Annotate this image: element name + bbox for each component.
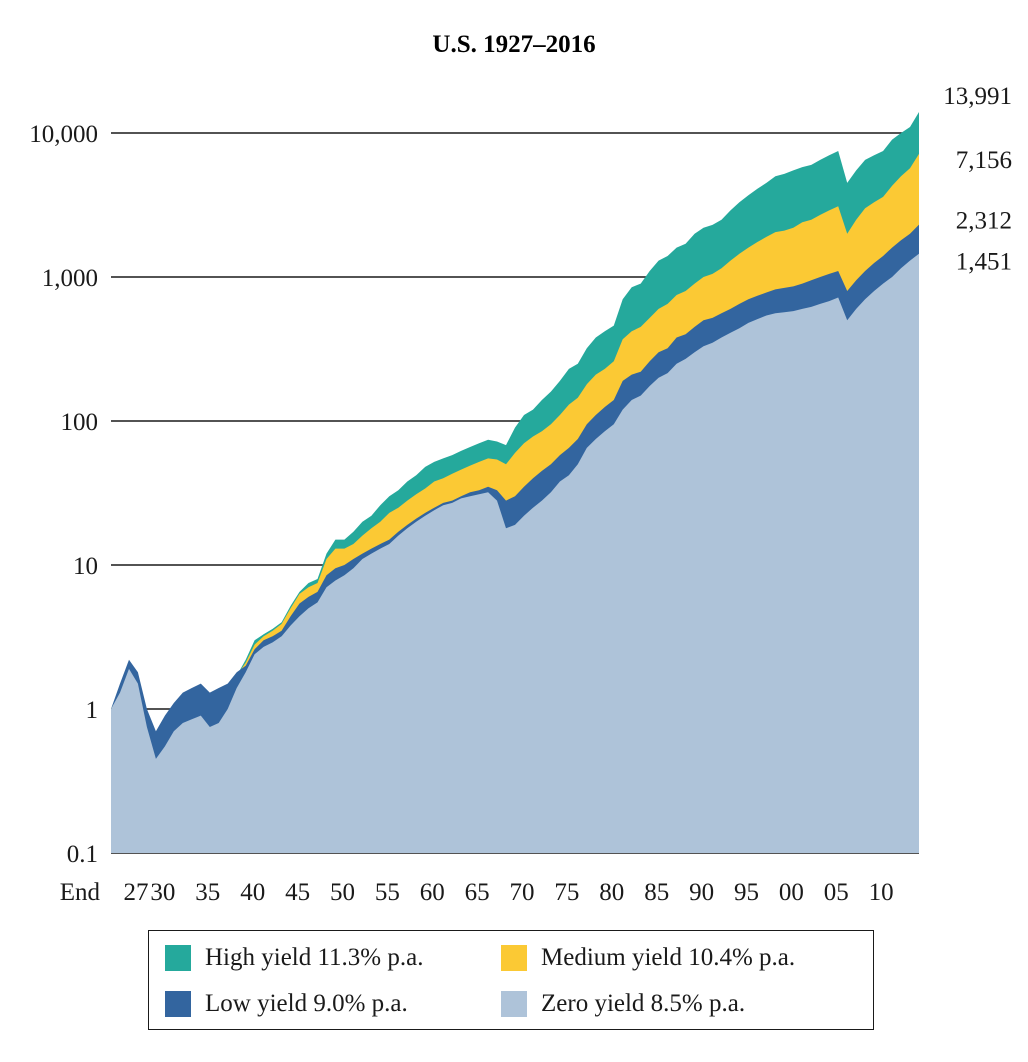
- x-tick-label: 85: [644, 879, 669, 906]
- y-tick-label: 10: [73, 553, 98, 580]
- x-tick-label: 40: [240, 879, 265, 906]
- x-tick-label: 10: [869, 879, 894, 906]
- chart-title: U.S. 1927–2016: [432, 31, 595, 58]
- legend: High yield 11.3% p.a. Medium yield 10.4%…: [148, 930, 874, 1030]
- chart: U.S. 1927–2016 0.1 1 10 100 1,000 10,000 End 2…: [29, 31, 1012, 906]
- legend-item-medium-yield: Medium yield 10.4% p.a.: [501, 943, 795, 973]
- x-tick-label: 65: [465, 879, 490, 906]
- x-tick-label: 55: [375, 879, 400, 906]
- x-tick-label: 90: [689, 879, 714, 906]
- legend-item-high-yield: High yield 11.3% p.a.: [165, 943, 423, 973]
- legend-swatch-low-yield: [165, 991, 191, 1017]
- y-tick-label: 0.1: [67, 841, 98, 868]
- end-value-labels: 13,991 7,156 2,312 1,451: [943, 83, 1012, 276]
- x-tick-label: 35: [195, 879, 220, 906]
- x-tick-label: 80: [599, 879, 624, 906]
- legend-label-high-yield: High yield 11.3% p.a.: [205, 944, 424, 971]
- end-label-high-yield: 13,991: [943, 83, 1012, 110]
- legend-swatch-medium-yield: [501, 945, 527, 971]
- y-tick-labels: 0.1 1 10 100 1,000 10,000: [29, 121, 98, 868]
- y-tick-label: 10,000: [29, 121, 98, 148]
- legend-label-medium-yield: Medium yield 10.4% p.a.: [541, 944, 796, 971]
- x-tick-label: 27: [123, 879, 148, 906]
- x-tick-label: 70: [510, 879, 535, 906]
- x-tick-label: 60: [420, 879, 445, 906]
- x-tick-label: 30: [150, 879, 175, 906]
- legend-item-zero-yield: Zero yield 8.5% p.a.: [501, 989, 745, 1019]
- x-tick-label: 50: [330, 879, 355, 906]
- x-tick-label: 95: [734, 879, 759, 906]
- end-label-medium-yield: 7,156: [956, 147, 1012, 174]
- x-tick-label: 05: [824, 879, 849, 906]
- x-tick-label: End: [60, 879, 101, 906]
- legend-label-low-yield: Low yield 9.0% p.a.: [205, 990, 408, 1017]
- y-tick-label: 100: [61, 409, 99, 436]
- x-tick-label: 45: [285, 879, 310, 906]
- end-label-zero-yield: 1,451: [956, 249, 1012, 276]
- end-label-low-yield: 2,312: [956, 208, 1012, 235]
- area-zero-yield: [111, 253, 919, 853]
- legend-label-zero-yield: Zero yield 8.5% p.a.: [541, 990, 746, 1017]
- x-tick-labels: End 27 30 35 40 45 50 55 60 65 70 75 80 85 90 95 00 05 10: [60, 879, 894, 906]
- legend-swatch-high-yield: [165, 945, 191, 971]
- legend-swatch-zero-yield: [501, 991, 527, 1017]
- legend-item-low-yield: Low yield 9.0% p.a.: [165, 989, 408, 1019]
- y-tick-label: 1: [86, 697, 99, 724]
- x-tick-label: 75: [554, 879, 579, 906]
- y-tick-label: 1,000: [42, 265, 98, 292]
- area-series: [111, 112, 919, 854]
- x-tick-label: 00: [779, 879, 804, 906]
